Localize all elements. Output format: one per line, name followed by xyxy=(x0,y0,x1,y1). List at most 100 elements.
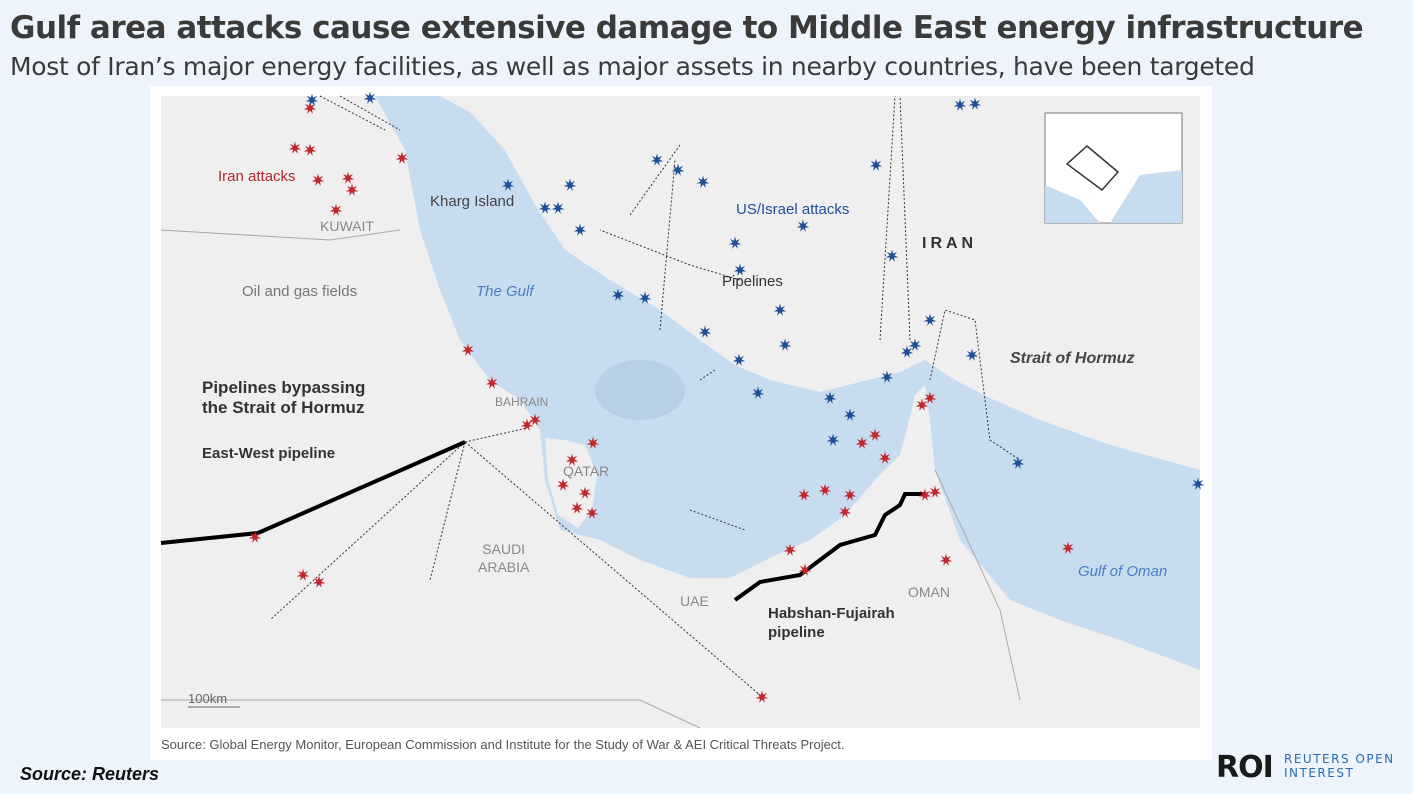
roi-logo: ROI xyxy=(1216,750,1274,785)
iran-attack-marker xyxy=(923,391,937,404)
iran-attack-marker xyxy=(818,483,832,496)
us-israel-attack-marker xyxy=(826,433,840,446)
us-israel-attack-marker xyxy=(696,175,710,188)
iran-attack-marker xyxy=(329,203,343,216)
label-oman: OMAN xyxy=(908,584,950,600)
borders xyxy=(160,229,1021,729)
iran-attack-marker xyxy=(585,506,599,519)
us-israel-attack-marker xyxy=(953,98,967,111)
us-israel-attack-marker xyxy=(869,158,883,171)
us-israel-attack-marker xyxy=(732,353,746,366)
iran-attack-marker xyxy=(1061,541,1075,554)
label-strait: Strait of Hormuz xyxy=(1010,350,1135,367)
scale-label: 100km xyxy=(188,691,228,706)
us-israel-attack-marker xyxy=(900,345,914,358)
label-saudi-1: SAUDI xyxy=(482,541,526,557)
iran-attack-marker xyxy=(288,141,302,154)
iran-attack-marker xyxy=(843,488,857,501)
label-qatar: QATAR xyxy=(563,463,610,479)
us-israel-attack-marker xyxy=(733,263,747,276)
label-bypass: Pipelines bypassing the Strait of Hormuz xyxy=(202,378,365,418)
iran-attack-marker xyxy=(570,501,584,514)
label-kharg: Kharg Island xyxy=(430,193,515,210)
gulf-water xyxy=(375,96,1200,670)
iran-attack-marker xyxy=(918,488,932,501)
legend-us-israel-attacks: US/Israel attacks xyxy=(736,201,850,218)
us-israel-attack-marker xyxy=(638,291,652,304)
iran-attack-marker xyxy=(783,543,797,556)
gulf-shoal xyxy=(595,360,685,420)
label-east-west: East-West pipeline xyxy=(202,445,336,462)
page-subtitle: Most of Iran’s major energy facilities, … xyxy=(10,52,1255,81)
label-habshan-1: Habshan-Fujairah xyxy=(768,605,895,622)
iran-attack-marker xyxy=(461,343,475,356)
iran-attack-marker xyxy=(565,453,579,466)
label-pipelines: Pipelines xyxy=(722,273,783,290)
iran-attack-marker xyxy=(395,151,409,164)
iran-attack-marker xyxy=(586,436,600,449)
label-bahrain: BAHRAIN xyxy=(495,395,549,409)
logo-line-2: INTEREST xyxy=(1284,766,1355,780)
us-israel-attack-marker xyxy=(885,249,899,262)
label-gulf-oman: Gulf of Oman xyxy=(1078,563,1168,580)
legend-iran-attacks: Iran attacks xyxy=(218,168,296,185)
us-israel-attack-marker xyxy=(923,313,937,326)
iran-attack-marker xyxy=(915,398,929,411)
iran-attack-marker xyxy=(345,183,359,196)
iran-attack-marker xyxy=(303,101,317,114)
label-habshan: Habshan-Fujairah pipeline xyxy=(768,604,895,642)
us-israel-attack-marker xyxy=(728,236,742,249)
us-israel-attack-marker xyxy=(363,91,377,104)
inset-extent-box xyxy=(1065,145,1120,192)
page-title: Gulf area attacks cause extensive damage… xyxy=(10,10,1364,46)
us-israel-attack-marker xyxy=(968,97,982,110)
us-israel-attack-marker xyxy=(751,386,765,399)
iran-attack-marker xyxy=(296,568,310,581)
us-israel-attack-marker xyxy=(908,338,922,351)
iran-attack-marker xyxy=(838,505,852,518)
iran-attack-marker xyxy=(928,485,942,498)
us-israel-attack-marker xyxy=(843,408,857,421)
iran-attack-marker xyxy=(939,553,953,566)
us-israel-attack-marker xyxy=(671,163,685,176)
us-israel-attack-marker xyxy=(823,391,837,404)
us-israel-attack-marker xyxy=(880,370,894,383)
logo-line-1: REUTERS OPEN xyxy=(1284,752,1395,766)
iran-attack-marker xyxy=(797,488,811,501)
label-saudi: SAUDI ARABIA xyxy=(478,540,529,576)
inset-water xyxy=(1045,170,1182,223)
us-israel-attack-marker xyxy=(773,303,787,316)
label-iran: IRAN xyxy=(922,235,978,252)
iran-attack-marker xyxy=(868,428,882,441)
label-the-gulf: The Gulf xyxy=(476,283,534,300)
us-israel-attack-marker xyxy=(563,178,577,191)
label-habshan-2: pipeline xyxy=(768,624,825,641)
iran-attack-marker xyxy=(485,376,499,389)
us-israel-attack-marker xyxy=(501,178,515,191)
roi-logo-text: REUTERS OPEN INTEREST xyxy=(1284,752,1395,780)
us-israel-attack-marker xyxy=(611,288,625,301)
iran-attack-marker xyxy=(341,171,355,184)
us-israel-attack-marker xyxy=(698,325,712,338)
iran-attack-marker xyxy=(303,143,317,156)
us-israel-attack-marker xyxy=(965,348,979,361)
label-bypass-1: Pipelines bypassing xyxy=(202,378,366,397)
label-saudi-2: ARABIA xyxy=(478,559,530,575)
us-israel-attack-marker xyxy=(1011,456,1025,469)
label-kuwait: KUWAIT xyxy=(320,218,374,234)
iran-attack-marker xyxy=(855,436,869,449)
label-bypass-2: the Strait of Hormuz xyxy=(202,398,365,417)
us-israel-attack-marker xyxy=(778,338,792,351)
iran-attack-marker xyxy=(578,486,592,499)
iran-attack-marker xyxy=(528,413,542,426)
us-israel-attack-marker xyxy=(551,201,565,214)
iran-attack-marker xyxy=(755,690,769,703)
iran-attack-marker xyxy=(556,478,570,491)
pipelines-bypass xyxy=(160,440,925,602)
us-israel-attack-marker xyxy=(573,223,587,236)
source-note: Source: Reuters xyxy=(20,764,160,784)
iran-attack-marker xyxy=(311,173,325,186)
us-israel-attack-marker xyxy=(305,93,319,106)
iran-attack-marker xyxy=(798,563,812,576)
